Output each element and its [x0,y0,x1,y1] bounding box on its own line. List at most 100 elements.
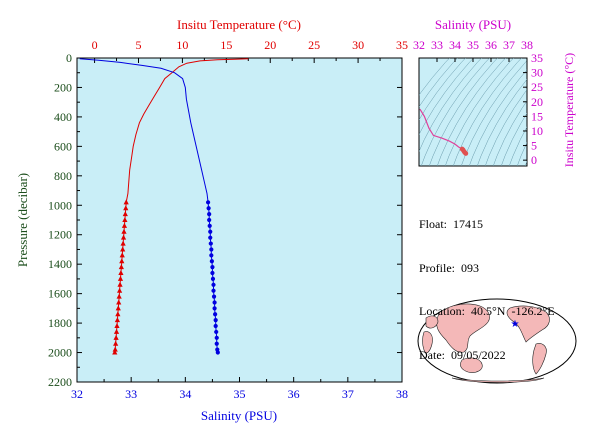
temperature-tick-label: 0 [92,38,98,52]
ts-temperature-tick-label: 10 [531,124,543,138]
salinity-axis-label: Salinity (PSU) [201,408,277,423]
isopycnal-line [492,100,527,166]
europe-land [425,315,439,329]
salinity-marker [205,200,211,205]
salinity-marker [214,341,219,346]
temperature-marker [117,287,123,293]
float-value: 17415 [453,217,484,231]
australia-land [460,357,483,373]
float-location-marker: ★ [511,319,520,330]
africa-land [422,331,433,354]
pressure-tick-label: 200 [54,80,72,94]
isopycnal-line [436,58,506,166]
salinity-marker [211,282,216,287]
temperature-tick-label: 35 [396,38,408,52]
isopycnal-line [419,58,466,121]
salinity-marker [210,276,216,282]
salinity-marker [209,247,214,252]
salinity-marker [211,294,217,299]
salinity-tick-label: 34 [179,387,191,401]
isopycnal-line [444,58,514,166]
temperature-marker [119,258,125,264]
salinity-tick-label: 38 [396,387,408,401]
salinity-tick-label: 37 [342,387,354,401]
temperature-marker [114,323,120,329]
temperature-axis-label: Insitu Temperature (°C) [177,17,301,32]
ts-salinity-tick-label: 33 [431,38,443,52]
isopycnal-line [579,48,595,172]
asia-land [436,303,490,353]
salinity-marker [206,206,211,211]
pressure-tick-label: 1400 [48,257,72,271]
salinity-tick-label: 36 [288,387,300,401]
temperature-marker [117,275,124,281]
ts-plot-area [418,57,528,167]
isopycnal-line [428,58,498,166]
temperature-marker [120,234,127,240]
pressure-tick-label: 0 [66,51,72,65]
isopycnal-line [500,112,527,166]
temperature-marker [114,317,121,323]
salinity-marker [213,323,218,329]
north-america-land [506,305,550,343]
temperature-marker [120,246,126,252]
salinity-marker [209,259,214,264]
salinity-marker [213,312,218,317]
ts-temperature-tick-label: 0 [531,153,537,167]
isopycnal-line [476,78,527,166]
pressure-tick-label: 1000 [48,198,72,212]
isopycnal-line [419,58,474,135]
temperature-marker [116,293,122,299]
salinity-marker [208,241,213,246]
temperature-marker [119,252,125,258]
salinity-marker [215,350,220,355]
profile-label: Profile: [419,260,455,275]
temperature-tick-label: 20 [264,38,276,52]
salinity-marker [213,318,218,323]
ts-salinity-tick-label: 36 [485,38,497,52]
isopycnal-line [419,58,482,152]
profile-line: Profile: 093 [419,261,555,276]
float-label: Float: [419,217,448,231]
float-info-panel: Float: 17415 Profile: 093 Location: 40.5… [419,188,555,377]
salinity-marker [207,223,212,228]
temperature-marker [118,264,124,270]
ts-salinity-tick-label: 34 [449,38,461,52]
salinity-marker [212,300,217,305]
isopycnal-line [460,60,527,166]
temperature-marker [122,211,128,217]
temperature-tick-label: 25 [308,38,320,52]
temperature-marker [123,199,129,205]
temperature-marker [118,270,124,276]
temperature-marker [122,217,128,222]
salinity-marker [211,288,216,293]
pressure-tick-label: 2200 [48,375,72,389]
ts-salinity-axis-label: Salinity (PSU) [435,17,511,32]
temperature-marker [115,311,121,317]
salinity-marker [207,217,212,223]
salinity-marker [214,335,219,340]
ts-salinity-tick-label: 37 [503,38,515,52]
temperature-profile-line [114,58,249,353]
ts-temperature-tick-label: 25 [531,80,543,94]
salinity-tick-label: 35 [234,387,246,401]
temperature-marker [116,299,122,305]
isopycnal-line [516,141,527,166]
pressure-tick-label: 1200 [48,228,72,242]
temperature-marker [115,305,121,311]
temperature-tick-label: 30 [352,38,364,52]
salinity-marker [208,229,213,234]
pressure-tick-label: 400 [54,110,72,124]
temperature-marker [117,281,123,287]
pressure-tick-label: 2000 [48,346,72,360]
ts-salinity-tick-label: 35 [467,38,479,52]
isopycnal-line [419,58,458,108]
ts-temperature-axis-label: Insitu Temperature (°C) [562,53,576,167]
isopycnal-line [484,89,527,166]
south-america-land [532,343,547,375]
ts-temperature-tick-label: 5 [531,139,537,153]
temperature-marker [112,346,118,352]
salinity-tick-label: 33 [125,387,137,401]
ts-salinity-tick-label: 38 [521,38,533,52]
